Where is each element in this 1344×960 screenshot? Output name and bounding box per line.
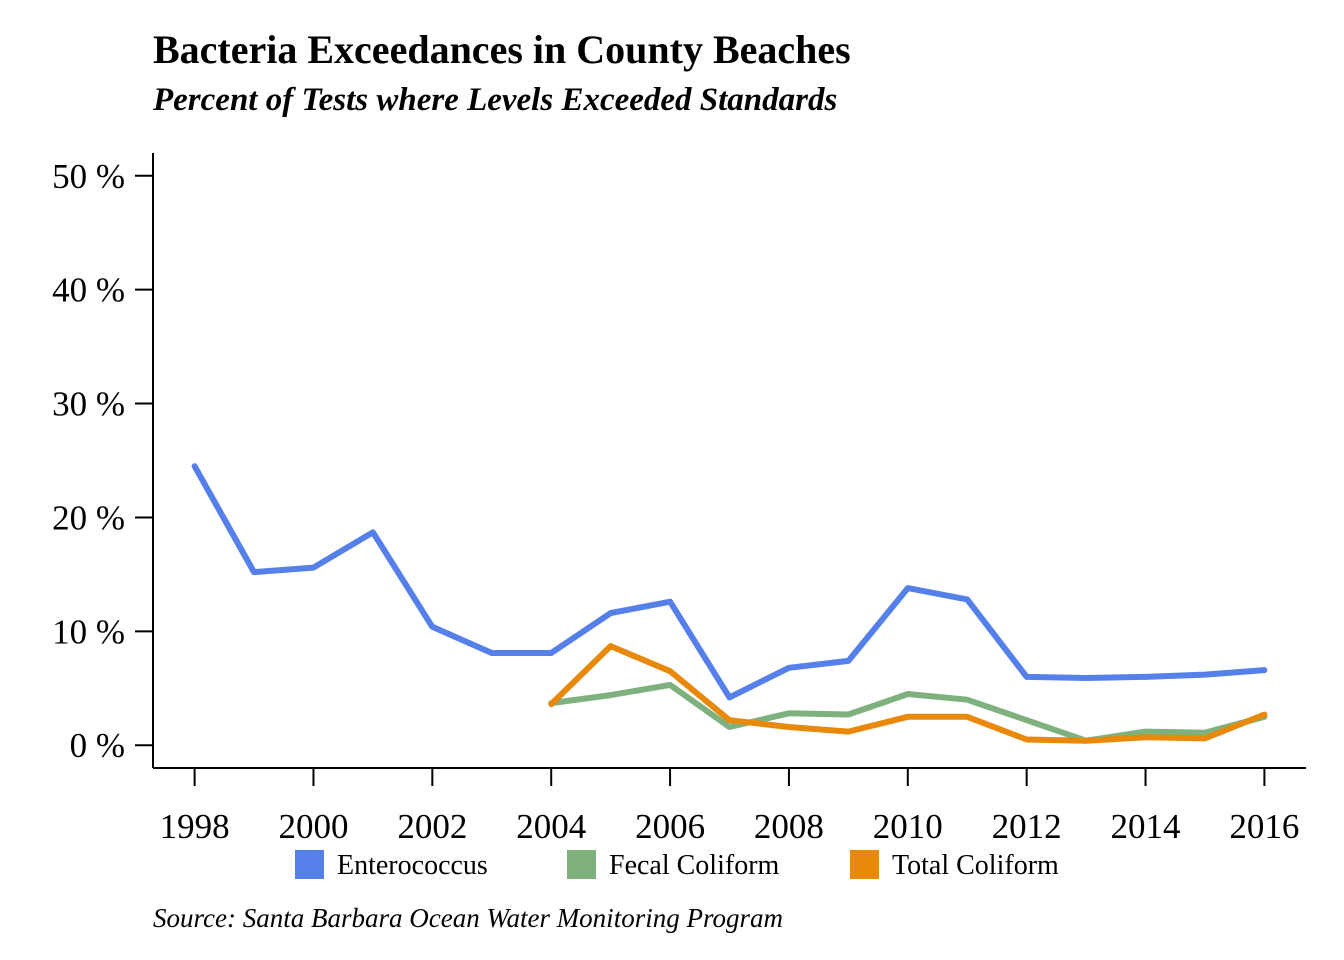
x-tick-label: 2014 [1111, 807, 1181, 846]
y-tick-label: 40 % [52, 271, 125, 310]
legend-swatch [567, 850, 596, 879]
y-tick-label: 20 % [52, 498, 125, 537]
x-tick-label: 2004 [516, 807, 586, 846]
y-tick-label: 50 % [52, 157, 125, 196]
y-tick-label: 0 % [70, 726, 125, 765]
y-tick-label: 10 % [52, 612, 125, 651]
x-tick-label: 2008 [754, 807, 824, 846]
chart-axes: 0 % 10 % 20 % 30 % 40 % 50 % 1998 2000 2002 2004 2… [52, 153, 1306, 846]
x-tick-label: 2012 [992, 807, 1062, 846]
legend-swatch [295, 850, 324, 879]
legend-swatch [850, 850, 879, 879]
chart-legend: Enterococcus Fecal Coliform Total Coliform [295, 850, 1059, 881]
chart-title: Bacteria Exceedances in County Beaches [153, 27, 851, 72]
y-tick-label: 30 % [52, 385, 125, 424]
chart-source: Source: Santa Barbara Ocean Water Monito… [153, 903, 783, 933]
x-tick-label: 2000 [278, 807, 348, 846]
series-line-enterococcus [191, 463, 1268, 701]
x-tick-label: 2016 [1229, 807, 1299, 846]
legend-label: Enterococcus [337, 850, 488, 881]
chart-series [191, 463, 1268, 744]
x-tick-label: 2006 [635, 807, 705, 846]
legend-label: Total Coliform [892, 850, 1059, 881]
legend-label: Fecal Coliform [609, 850, 780, 881]
x-tick-label: 2010 [873, 807, 943, 846]
x-tick-label: 1998 [160, 807, 230, 846]
series-line-total-coliform [548, 643, 1268, 744]
x-tick-label: 2002 [397, 807, 467, 846]
chart-subtitle: Percent of Tests where Levels Exceeded S… [153, 82, 838, 118]
series-line-fecal-coliform [548, 681, 1268, 744]
